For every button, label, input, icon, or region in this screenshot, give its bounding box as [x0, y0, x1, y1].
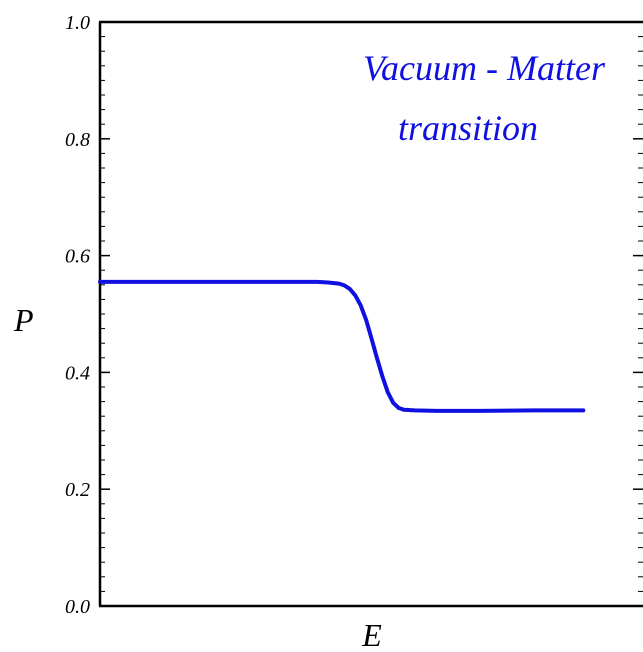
y-tick-label: 1.0 [65, 12, 90, 34]
y-tick-label: 0.2 [65, 479, 90, 501]
annotation-line-1: Vacuum - Matter [363, 48, 606, 88]
y-tick-labels: 0.0 0.2 0.4 0.6 0.8 1.0 [65, 12, 90, 618]
annotation-line-2: transition [398, 108, 538, 148]
major-ticks [100, 21, 643, 607]
minor-ticks [100, 21, 643, 607]
y-tick-label: 0.4 [65, 362, 90, 384]
y-tick-label: 0.8 [65, 129, 90, 151]
y-tick-label: 0.0 [65, 596, 90, 618]
y-tick-label: 0.6 [65, 246, 90, 268]
series-line [98, 279, 586, 413]
x-axis-label: E [361, 617, 382, 652]
y-axis-label: P [13, 302, 34, 338]
